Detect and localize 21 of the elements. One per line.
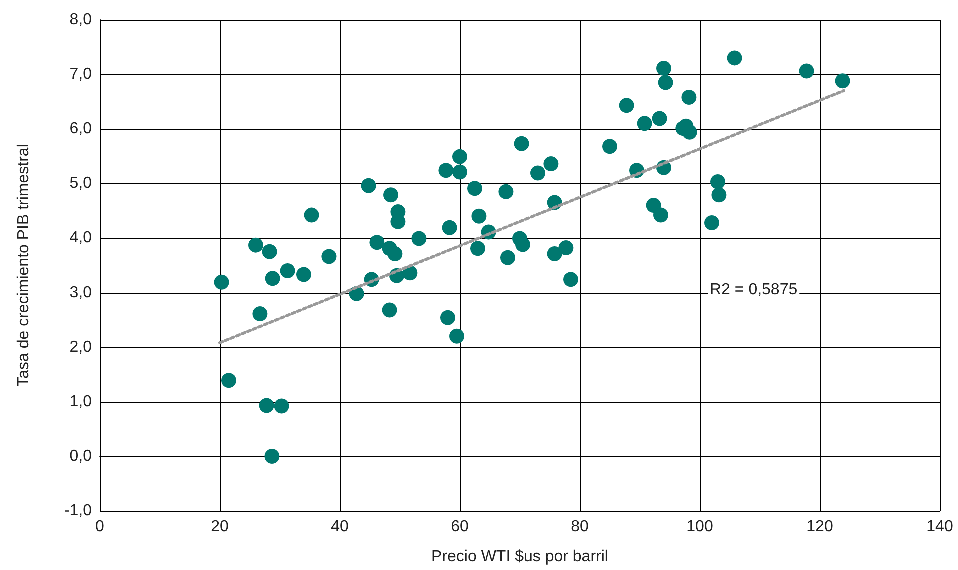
y-tick-label: 6,0 (70, 120, 92, 138)
x-tick-label: 40 (331, 518, 349, 536)
annotation: R2 = 0,5875 (710, 282, 798, 298)
x-tick-label: 20 (211, 518, 229, 536)
y-tick-label: 0,0 (70, 448, 92, 465)
x-tick-label: 140 (926, 518, 954, 536)
y-tick-label: 7,0 (70, 66, 92, 84)
y-axis-title: Tasa de crecimiento PIB trimestral (16, 144, 32, 387)
x-tick-label: 60 (451, 518, 469, 536)
x-tick-label: 100 (686, 518, 714, 536)
x-tick-label: 0 (96, 518, 105, 536)
y-tick-label: 8,0 (70, 12, 92, 28)
x-axis-title: Precio WTI $us por barril (432, 548, 608, 566)
x-tick-label: 120 (806, 518, 834, 536)
x-tick-label: 80 (571, 518, 589, 536)
y-tick-label: 1,0 (70, 393, 92, 410)
y-tick-label: 2,0 (70, 338, 92, 356)
y-tick-label: 4,0 (70, 230, 92, 247)
y-tick-label: 3,0 (70, 284, 92, 302)
y-tick-label: 5,0 (70, 175, 92, 192)
y-tick-label: -1,0 (64, 502, 92, 520)
